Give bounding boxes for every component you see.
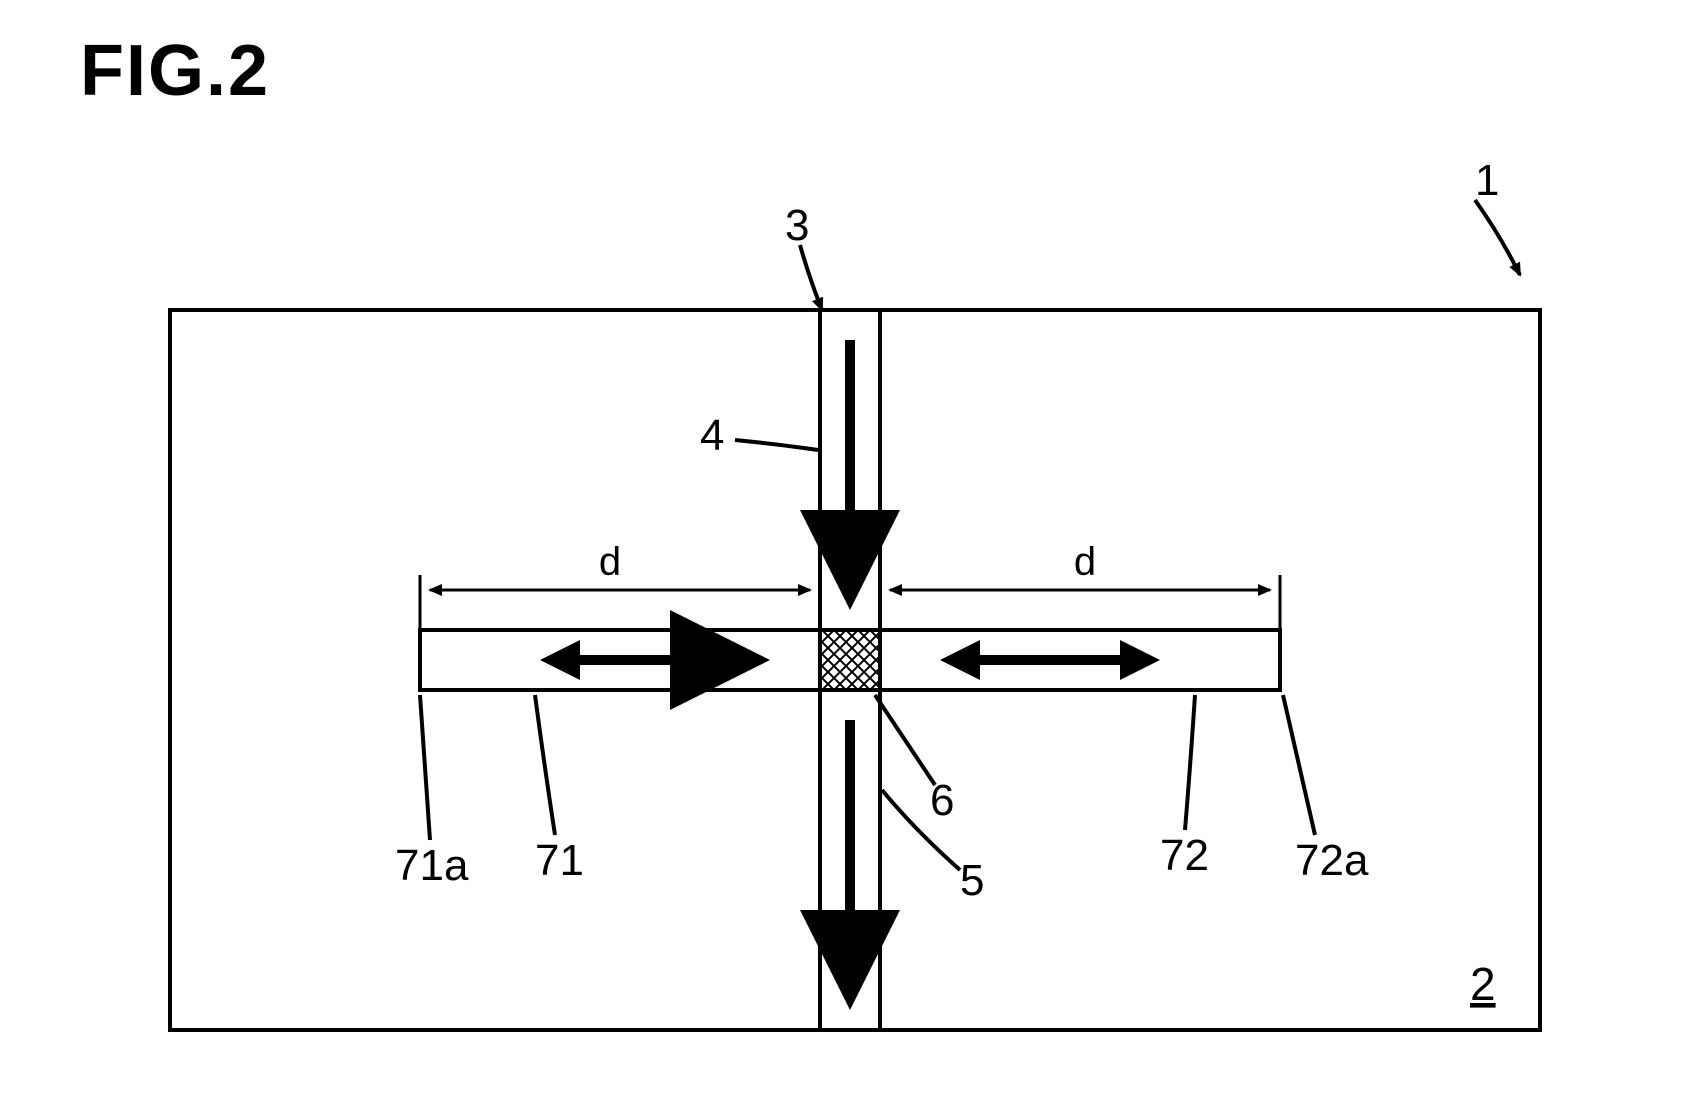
svg-text:71a: 71a [395,841,469,890]
svg-text:5: 5 [960,856,984,905]
figure-title: FIG.2 [80,30,270,112]
dimension-left: d [420,540,810,630]
svg-text:3: 3 [785,201,809,250]
svg-text:6: 6 [930,776,954,825]
svg-text:71: 71 [535,836,584,885]
ref-1: 1 [1475,156,1520,275]
dim-label-right: d [1074,540,1096,584]
ref-4: 4 [700,411,818,460]
ref-72a: 72a [1283,695,1369,885]
dim-label-left: d [599,540,621,584]
ref-6: 6 [875,695,954,825]
svg-text:2: 2 [1470,958,1496,1010]
ref-2: 2 [1470,958,1496,1010]
svg-text:4: 4 [700,411,724,460]
intersection-cell [820,630,880,690]
diagram-svg: d d 1 3 4 5 6 71a 71 7 [0,0,1705,1109]
ref-3: 3 [785,201,822,310]
ref-71a: 71a [395,695,469,890]
svg-text:72: 72 [1160,831,1209,880]
ref-72: 72 [1160,695,1209,880]
svg-text:1: 1 [1475,156,1499,205]
ref-71: 71 [535,695,584,885]
svg-text:72a: 72a [1295,836,1369,885]
dimension-right: d [890,540,1280,630]
